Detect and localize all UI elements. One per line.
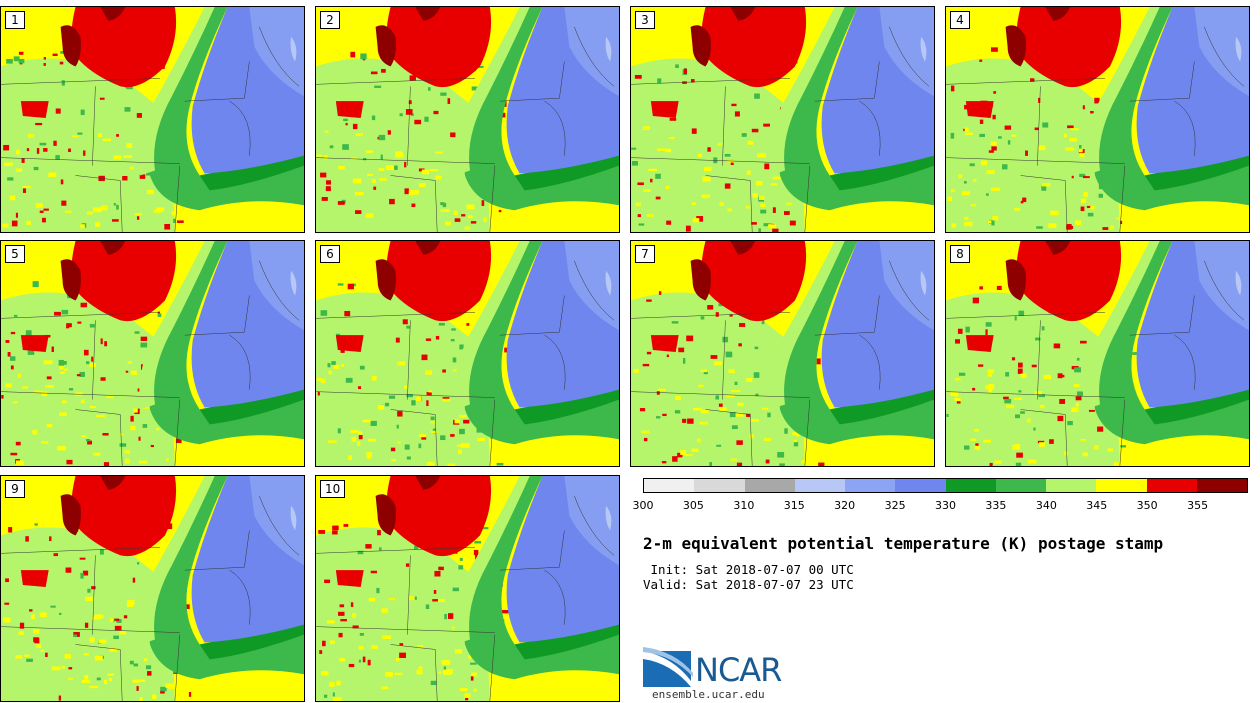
colorbar-tick-label: 340 <box>1035 499 1057 512</box>
member-map <box>316 7 619 232</box>
init-time: Init: Sat 2018-07-07 00 UTC <box>643 562 854 577</box>
figure-title: 2-m equivalent potential temperature (K)… <box>643 534 1164 553</box>
colorbar-segment <box>744 479 795 492</box>
member-map <box>316 241 619 466</box>
colorbar-tick-label: 320 <box>834 499 856 512</box>
colorbar-segment <box>945 479 996 492</box>
member-panel: 10 <box>315 475 620 702</box>
member-map <box>631 241 934 466</box>
colorbar-tick-label: 325 <box>884 499 906 512</box>
member-number-label: 1 <box>5 11 25 29</box>
member-number-label: 6 <box>320 245 340 263</box>
site-url: ensemble.ucar.edu <box>652 688 765 701</box>
member-panel: 3 <box>630 6 935 233</box>
member-panel: 1 <box>0 6 305 233</box>
member-panel: 9 <box>0 475 305 702</box>
colorbar-tick-label: 330 <box>935 499 956 512</box>
member-number-label: 4 <box>950 11 970 29</box>
member-map <box>316 476 619 701</box>
member-map <box>1 241 304 466</box>
member-number-label: 3 <box>635 11 655 29</box>
colorbar-segment <box>1046 479 1097 492</box>
colorbar <box>643 478 1248 493</box>
member-map <box>1 7 304 232</box>
colorbar-tick-label: 315 <box>783 499 805 512</box>
colorbar-segment <box>794 479 845 492</box>
member-number-label: 8 <box>950 245 970 263</box>
member-panel: 7 <box>630 240 935 467</box>
member-panel: 6 <box>315 240 620 467</box>
member-panel: 4 <box>945 6 1250 233</box>
member-map <box>946 241 1249 466</box>
member-panel: 2 <box>315 6 620 233</box>
member-panel: 5 <box>0 240 305 467</box>
colorbar-segment <box>644 479 695 492</box>
member-number-label: 10 <box>320 480 346 498</box>
member-map <box>631 7 934 232</box>
colorbar-segment <box>995 479 1046 492</box>
colorbar-tick-label: 335 <box>985 499 1007 512</box>
ncar-logo-mark-icon <box>643 647 693 687</box>
colorbar-tick-label: 300 <box>632 499 654 512</box>
colorbar-tick-label: 310 <box>733 499 755 512</box>
colorbar-segment <box>1196 479 1247 492</box>
member-number-label: 2 <box>320 11 340 29</box>
ncar-logo: NCAR <box>643 645 793 689</box>
valid-time: Valid: Sat 2018-07-07 23 UTC <box>643 577 854 592</box>
member-number-label: 9 <box>5 480 25 498</box>
member-map <box>946 7 1249 232</box>
colorbar-segment <box>1146 479 1197 492</box>
member-number-label: 7 <box>635 245 655 263</box>
colorbar-tick-label: 350 <box>1136 499 1158 512</box>
colorbar-tick-label: 355 <box>1187 499 1209 512</box>
colorbar-segment <box>1096 479 1147 492</box>
ncar-wordmark: NCAR <box>695 651 782 689</box>
colorbar-segment <box>895 479 946 492</box>
colorbar-tick-label: 345 <box>1086 499 1108 512</box>
colorbar-tick-label: 305 <box>682 499 704 512</box>
member-panel: 8 <box>945 240 1250 467</box>
member-map <box>1 476 304 701</box>
colorbar-segment <box>845 479 896 492</box>
colorbar-segment <box>694 479 745 492</box>
colorbar-ticks: 300 305 310 315 320 325 330 335 340 345 350 355 <box>633 499 1248 513</box>
member-number-label: 5 <box>5 245 25 263</box>
